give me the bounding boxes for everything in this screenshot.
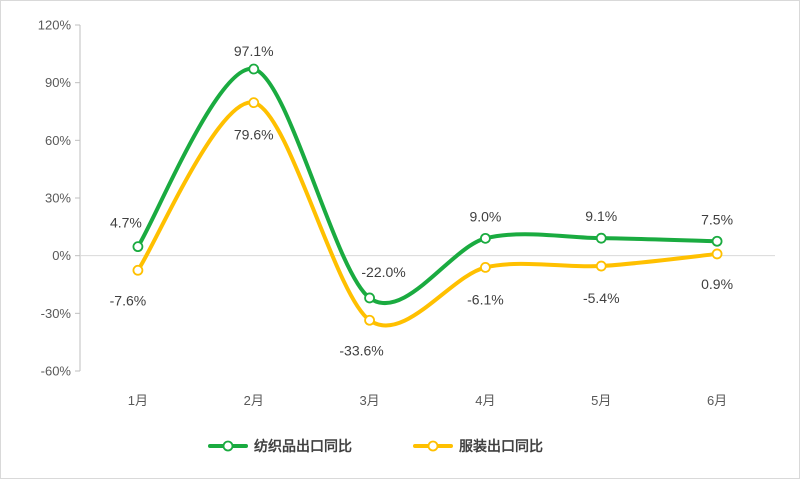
data-label: -33.6% <box>339 342 383 358</box>
series-line-1 <box>135 100 720 328</box>
legend-swatch-marker <box>427 440 439 452</box>
data-label: -22.0% <box>361 264 405 280</box>
y-tick-label: 0% <box>52 248 71 263</box>
x-tick-label: 2月 <box>244 393 264 408</box>
data-label: 9.0% <box>469 208 501 224</box>
data-point <box>595 260 607 272</box>
data-label: 79.6% <box>234 127 274 143</box>
data-label: -7.6% <box>110 292 147 308</box>
x-tick-label: 6月 <box>707 393 727 408</box>
data-point <box>711 248 723 260</box>
data-point <box>595 232 607 244</box>
legend: 纺织品出口同比 服装出口同比 <box>208 438 543 455</box>
y-tick-label: 30% <box>45 191 71 206</box>
data-label: 4.7% <box>110 215 142 231</box>
data-point <box>248 97 260 109</box>
x-tick-label: 5月 <box>591 393 611 408</box>
legend-label: 服装出口同比 <box>459 438 543 455</box>
y-tick-label: -60% <box>41 364 72 379</box>
data-point <box>480 232 491 244</box>
series-lines <box>135 67 720 328</box>
legend-label: 纺织品出口同比 <box>254 438 352 455</box>
y-tick-label: 90% <box>45 75 71 90</box>
axes: -60% -30% 0% 30% 60% 90% 120% 1月 2月 3月 4月 5月 6月 <box>38 18 775 408</box>
data-label: -6.1% <box>467 291 504 307</box>
data-label: 7.5% <box>701 211 733 227</box>
x-tick-label: 4月 <box>475 393 495 408</box>
data-point <box>711 235 723 247</box>
data-labels: -7.6% 79.6% -33.6% -6.1% -5.4% 0.9% 4.7% 97.1% -… <box>110 43 733 358</box>
data-point <box>480 261 491 273</box>
series-points <box>132 63 723 326</box>
x-tick-label: 1月 <box>128 393 148 408</box>
data-point <box>132 241 144 253</box>
y-tick-label: 120% <box>38 18 72 33</box>
data-point <box>364 292 375 304</box>
data-label: 97.1% <box>234 43 274 59</box>
y-tick-label: -30% <box>41 306 72 321</box>
y-tick-label: 60% <box>45 133 71 148</box>
x-tick-label: 3月 <box>359 393 379 408</box>
data-label: -5.4% <box>583 290 620 306</box>
legend-swatch-marker <box>222 440 234 452</box>
data-label: 0.9% <box>701 276 733 292</box>
data-point <box>132 264 144 276</box>
data-point <box>248 63 260 75</box>
data-point <box>364 314 375 326</box>
series-line-0 <box>135 67 720 306</box>
data-label: 9.1% <box>585 208 617 224</box>
